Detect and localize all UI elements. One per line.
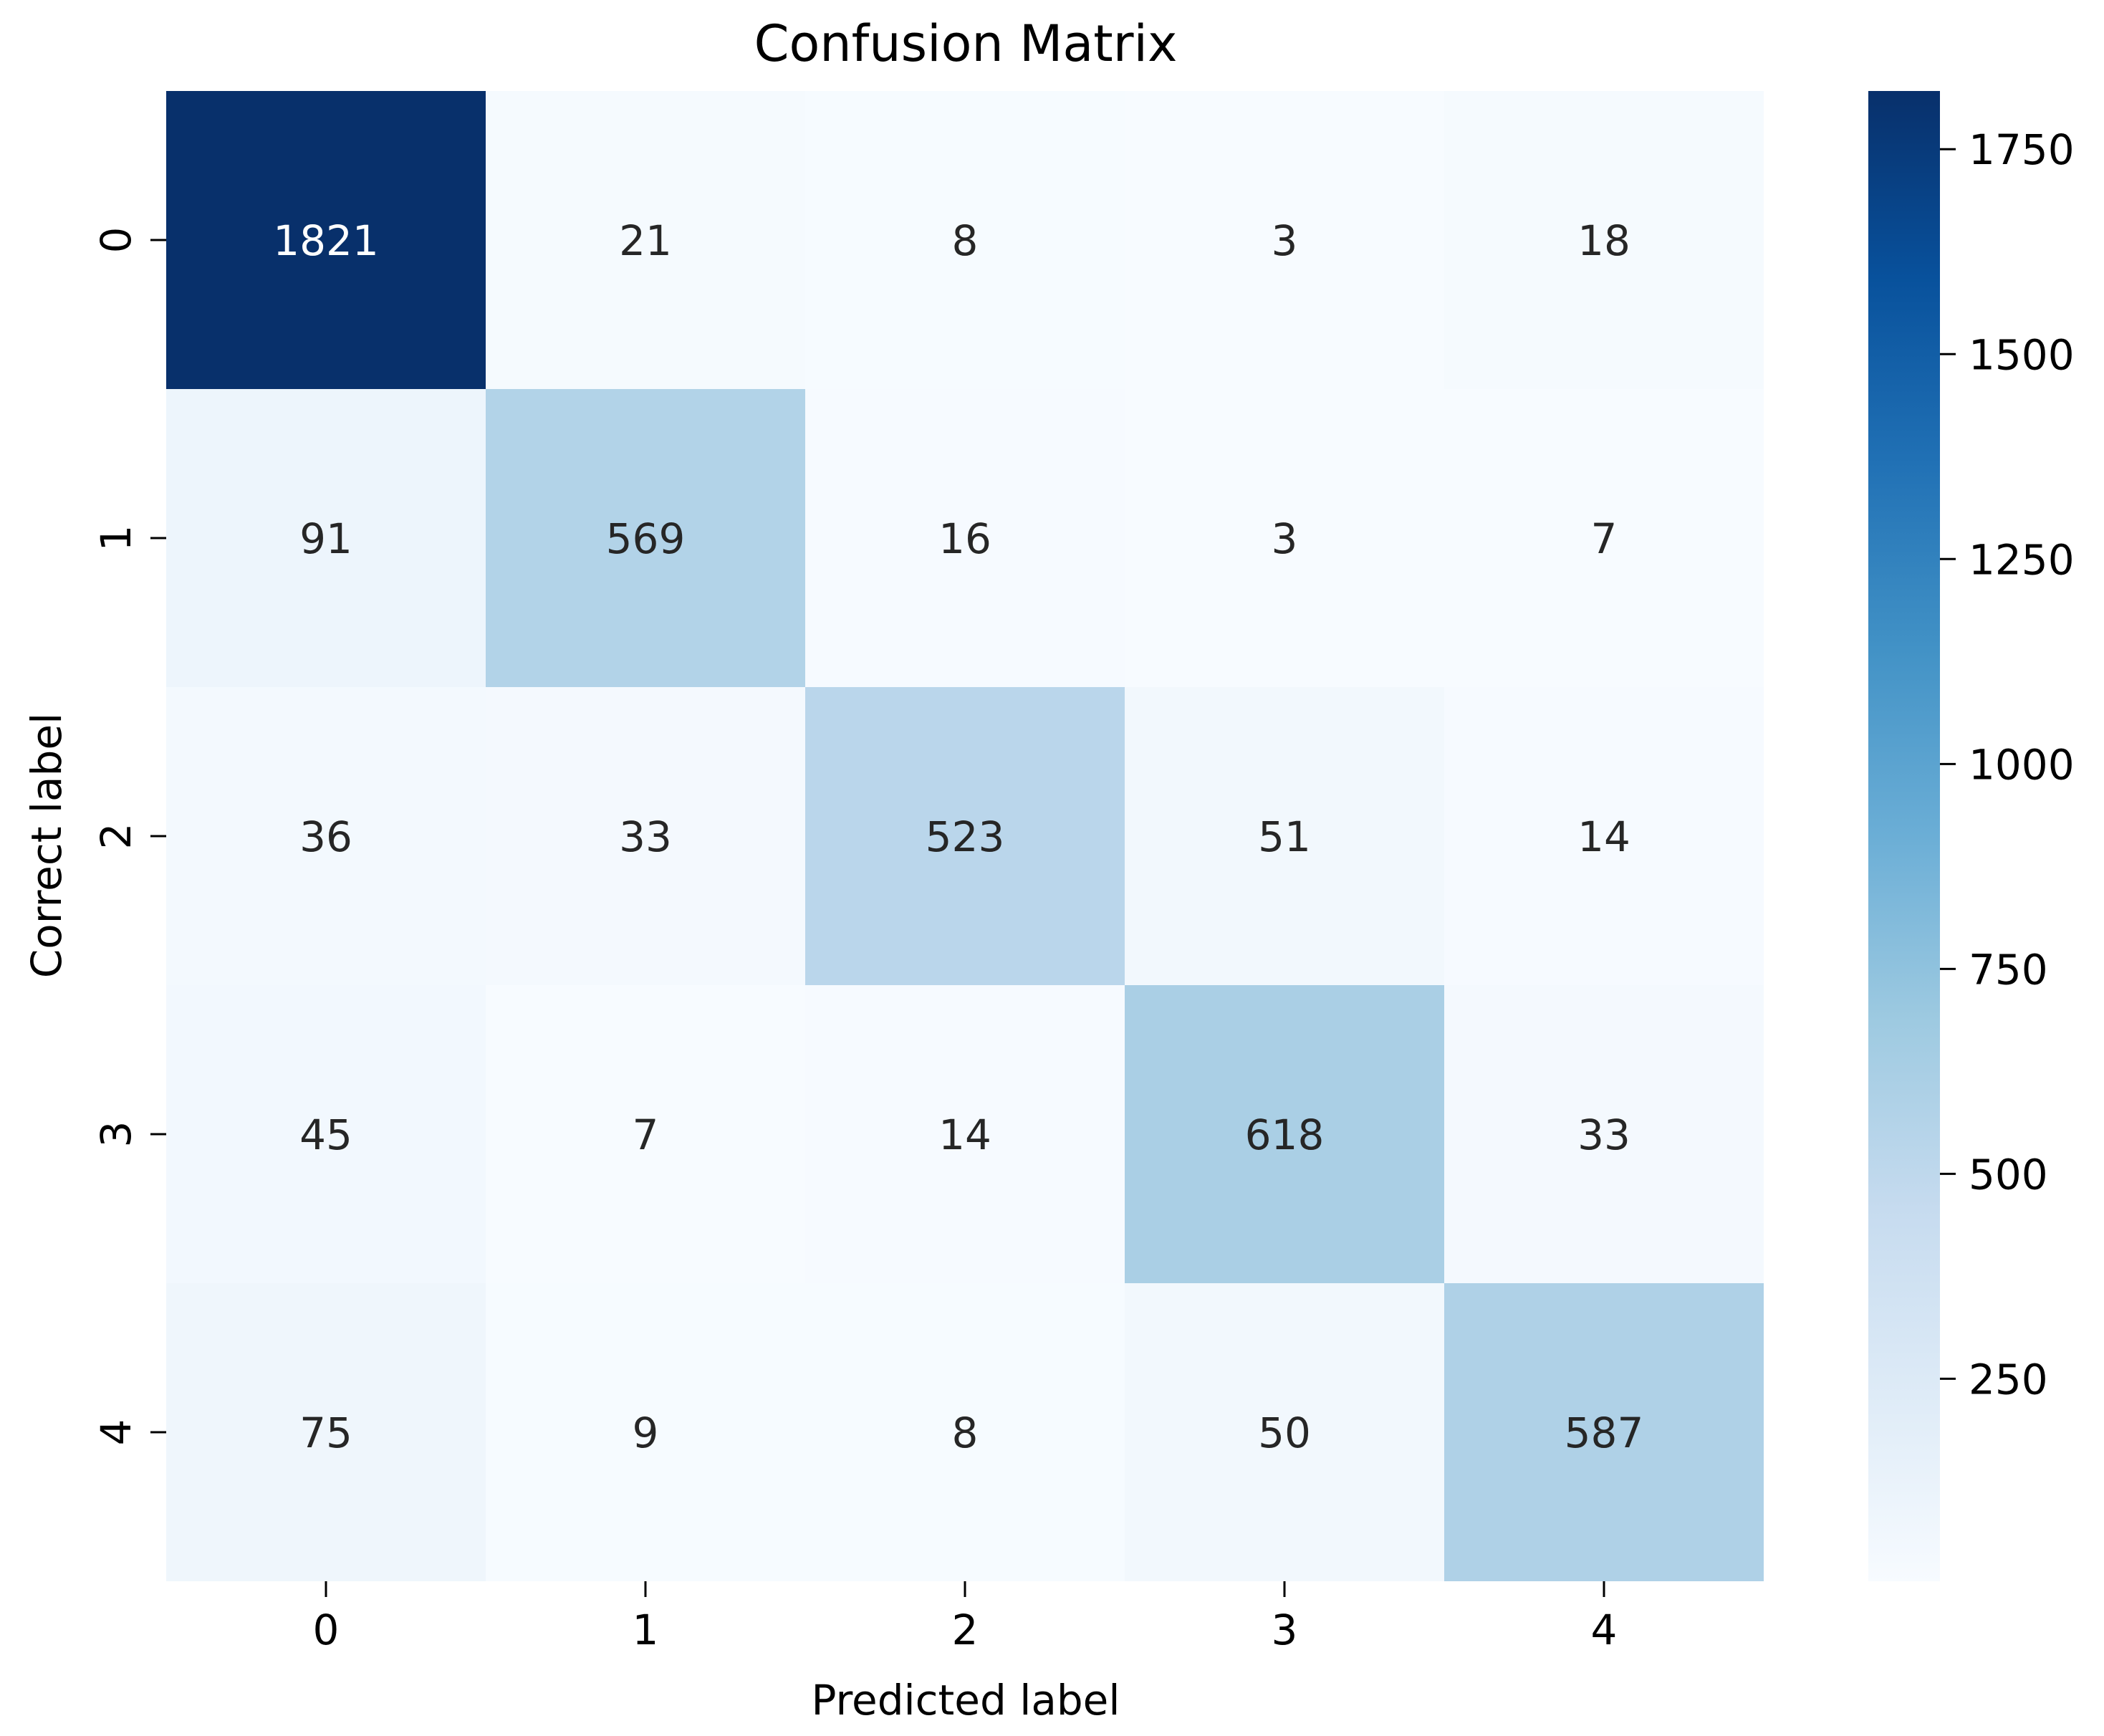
colorbar-tick-label: 1250 — [1969, 535, 2075, 584]
y-tick-label: 4 — [92, 1419, 140, 1446]
cell-value-label: 21 — [619, 216, 672, 265]
cell-value-label: 50 — [1258, 1409, 1311, 1457]
heatmap-cell-r4-c4 — [1444, 1283, 1764, 1581]
heatmap-cell-r1-c4 — [1444, 389, 1764, 687]
heatmap-cell-r4-c0 — [166, 1283, 486, 1581]
cell-value-label: 45 — [299, 1111, 352, 1159]
chart-title: Confusion Matrix — [754, 14, 1178, 73]
cell-value-label: 1821 — [273, 216, 379, 265]
x-axis-ticks: 0 1 2 3 4 — [313, 1581, 1618, 1654]
cell-value-label: 618 — [1245, 1111, 1325, 1159]
colorbar-tick-label: 1500 — [1969, 330, 2075, 379]
heatmap-cell-r2-c4 — [1444, 687, 1764, 985]
heatmap-cell-r0-c4 — [1444, 91, 1764, 389]
cell-value-label: 33 — [1577, 1111, 1630, 1159]
heatmap-cell-r3-c4 — [1444, 985, 1764, 1283]
y-axis-ticks: 0 1 2 3 4 — [92, 227, 166, 1446]
heatmap-cell-r2-c1 — [486, 687, 805, 985]
cell-value-label: 16 — [938, 514, 991, 563]
cell-value-label: 7 — [633, 1111, 659, 1159]
heatmap-cell-r4-c2 — [805, 1283, 1125, 1581]
cell-value-label: 3 — [1272, 216, 1298, 265]
cell-value-label: 9 — [633, 1409, 659, 1457]
cell-value-label: 51 — [1258, 812, 1311, 861]
cell-value-label: 91 — [299, 514, 352, 563]
y-axis-label: Correct label — [22, 713, 71, 978]
cell-value-label: 8 — [952, 1409, 979, 1457]
cell-value-label: 36 — [299, 812, 352, 861]
cell-value-label: 3 — [1272, 514, 1298, 563]
heatmap-cell-r1-c2 — [805, 389, 1125, 687]
x-tick-label: 1 — [633, 1606, 659, 1654]
colorbar-gradient — [1868, 91, 1940, 1581]
x-axis-label: Predicted label — [812, 1676, 1120, 1725]
colorbar-tick-label: 1000 — [1969, 740, 2075, 789]
heatmap-cells — [166, 91, 1764, 1581]
cell-value-label: 33 — [619, 812, 672, 861]
cell-value-label: 75 — [299, 1409, 352, 1457]
heatmap-cell-r2-c2 — [805, 687, 1125, 985]
y-tick-label: 2 — [92, 823, 140, 850]
heatmap-cell-r1-c3 — [1125, 389, 1444, 687]
heatmap-cell-r0-c0 — [166, 91, 486, 389]
heatmap-cell-r3-c3 — [1125, 985, 1444, 1283]
cell-value-label: 14 — [938, 1111, 991, 1159]
colorbar-tick-label: 250 — [1969, 1355, 2048, 1404]
cell-value-label: 587 — [1565, 1409, 1644, 1457]
y-tick-label: 0 — [92, 227, 140, 254]
cell-value-label: 7 — [1591, 514, 1618, 563]
heatmap-cell-r4-c3 — [1125, 1283, 1444, 1581]
heatmap-cell-r0-c1 — [486, 91, 805, 389]
x-tick-label: 4 — [1591, 1606, 1618, 1654]
y-tick-label: 3 — [92, 1121, 140, 1148]
cell-value-label: 8 — [952, 216, 979, 265]
cell-value-label: 569 — [606, 514, 686, 563]
colorbar-tick-label: 1750 — [1969, 125, 2075, 174]
heatmap-cell-r1-c0 — [166, 389, 486, 687]
cell-value-label: 523 — [926, 812, 1005, 861]
cell-value-labels: 1821 21 8 3 18 91 569 16 3 7 36 33 523 51 14 45 7 14 618 33… — [273, 216, 1643, 1457]
cell-value-label: 18 — [1577, 216, 1630, 265]
heatmap-cell-r0-c2 — [805, 91, 1125, 389]
y-tick-label: 1 — [92, 525, 140, 552]
heatmap-cell-r2-c3 — [1125, 687, 1444, 985]
heatmap-cell-r1-c1 — [486, 389, 805, 687]
colorbar-tick-label: 750 — [1969, 945, 2048, 994]
x-tick-label: 2 — [952, 1606, 979, 1654]
colorbar: 250 500 750 1000 1250 1500 1750 — [1868, 91, 2075, 1581]
heatmap-cell-r3-c0 — [166, 985, 486, 1283]
colorbar-tick-label: 500 — [1969, 1150, 2048, 1199]
heatmap-cell-r0-c3 — [1125, 91, 1444, 389]
x-tick-label: 0 — [313, 1606, 340, 1654]
cell-value-label: 14 — [1577, 812, 1630, 861]
heatmap-cell-r3-c2 — [805, 985, 1125, 1283]
heatmap-cell-r3-c1 — [486, 985, 805, 1283]
x-tick-label: 3 — [1272, 1606, 1298, 1654]
heatmap-cell-r2-c0 — [166, 687, 486, 985]
heatmap-cell-r4-c1 — [486, 1283, 805, 1581]
